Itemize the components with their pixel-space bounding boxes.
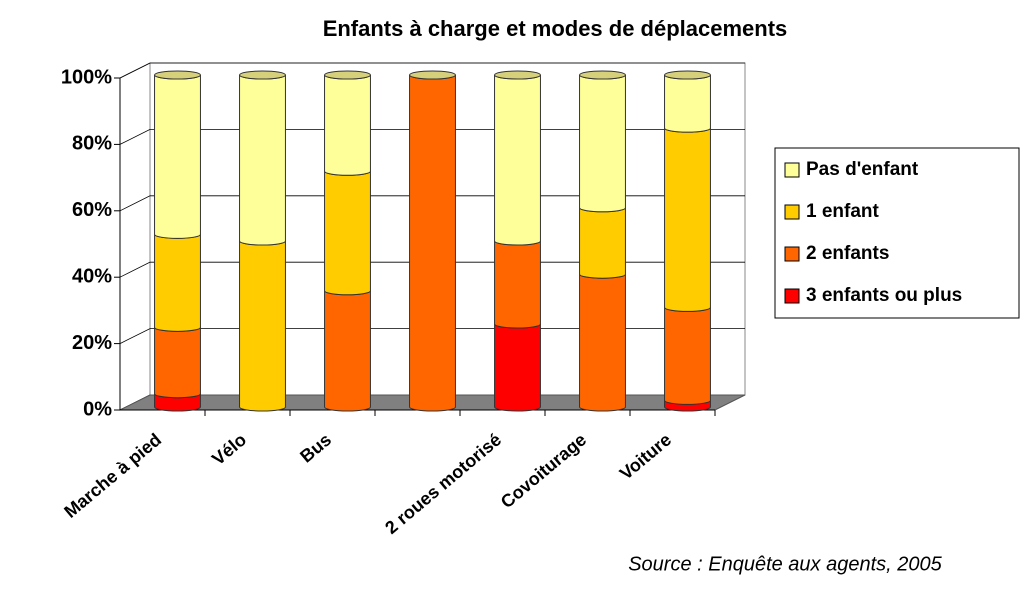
bar-segment [409, 74, 456, 412]
legend-swatch [784, 162, 800, 178]
legend: Pas d'enfant 1 enfant 2 enfants 3 enfants o… [774, 147, 1020, 319]
y-tick-label: 40% [72, 265, 112, 287]
bar-segment [494, 74, 541, 246]
bar-segment [494, 240, 541, 329]
bar-cap [409, 70, 456, 80]
grid-line [119, 128, 745, 145]
bar-segment [154, 234, 201, 332]
y-tick-label: 100% [61, 66, 112, 88]
legend-label: 2 enfants [806, 243, 889, 264]
y-tick-label: 20% [72, 332, 112, 354]
x-tick-label: Bus [296, 429, 335, 466]
bar-cap [579, 70, 626, 80]
legend-label: 1 enfant [806, 201, 880, 222]
bar-segment [579, 74, 626, 213]
bar-segment [324, 290, 371, 412]
bar-cap [324, 70, 371, 80]
chart-title: Enfants à charge et modes de déplacement… [323, 16, 788, 41]
grid-line [119, 261, 745, 278]
annotation: Source : Enquête aux agents, 2005 [628, 553, 942, 575]
bar-cap [494, 70, 541, 80]
bar-segment [239, 74, 286, 246]
x-tick-label: Covoiturage [497, 429, 590, 512]
bar-segment [664, 307, 711, 405]
bar-segment [239, 240, 286, 412]
bar-segment [664, 127, 711, 312]
y-tick-label: 0% [83, 398, 112, 420]
bar-segment [494, 323, 541, 412]
legend-label: 3 enfants ou plus [806, 285, 962, 306]
bar-segment [154, 327, 201, 399]
legend-box [774, 147, 1020, 319]
y-tick-label: 80% [72, 133, 112, 155]
bar-segment [579, 207, 626, 279]
bar-cap [664, 70, 711, 80]
bar-cap [154, 70, 201, 80]
bar-segment [324, 74, 371, 176]
grid-line [119, 195, 745, 212]
bar-segment [664, 74, 711, 133]
bar-segment [579, 273, 626, 412]
legend-swatch [784, 246, 800, 262]
grid-line [119, 328, 745, 344]
legend-swatch [784, 288, 800, 304]
bar-segment [324, 171, 371, 296]
grid-line [119, 62, 745, 79]
bar-cap [239, 70, 286, 80]
x-tick-label: 2 roues motorisé [381, 429, 505, 538]
x-tick-label: Vélo [208, 429, 250, 469]
x-tick-label: Marche à pied [60, 429, 165, 521]
legend-swatch [784, 204, 800, 220]
side-wall [119, 62, 151, 411]
bar-segment [154, 74, 201, 239]
y-tick-label: 60% [72, 199, 112, 221]
x-tick-label: Voiture [616, 429, 675, 483]
legend-label: Pas d'enfant [806, 159, 919, 180]
